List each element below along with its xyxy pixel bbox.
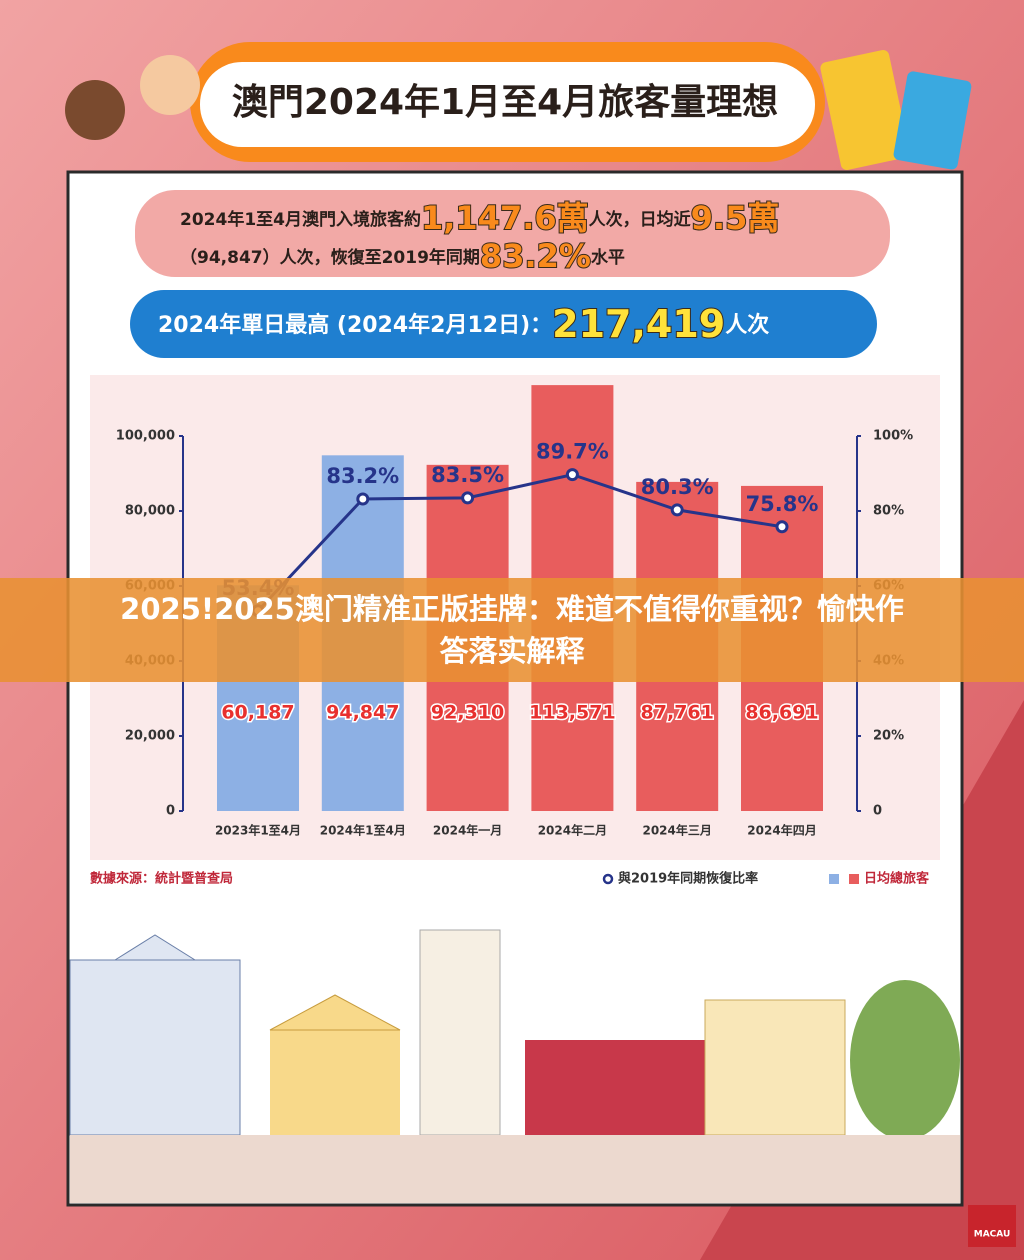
record-line: 2024年單日最高 (2024年2月12日)：217,419人次 — [158, 302, 769, 346]
summary-box — [135, 190, 890, 277]
x-tick-label: 2024年四月 — [747, 823, 816, 838]
bar-value-label: 113,571 — [529, 702, 616, 724]
legend-marker — [849, 874, 859, 884]
summary-line: 2024年1至4月澳門入境旅客約1,147.6萬人次，日均近9.5萬 — [180, 199, 779, 237]
summary-line: （94,847）人次，恢復至2019年同期83.2%水平 — [180, 237, 625, 275]
summary-text: 2024年1至4月澳門入境旅客約 — [180, 209, 421, 230]
y-tick-label: 80,000 — [125, 504, 175, 519]
line-value-label: 89.7% — [536, 440, 609, 464]
legend-marker — [829, 874, 839, 884]
illustration — [69, 929, 960, 1203]
banner-text: 答落实解释 — [439, 634, 585, 668]
source: 數據來源：統計暨普查局 — [90, 871, 233, 887]
summary-text: （94,847）人次，恢復至2019年同期 — [180, 247, 480, 268]
banner-text: 2025!2025澳门精准正版挂牌：难道不值得你重视？愉快作 — [120, 592, 904, 626]
line-point — [565, 468, 579, 482]
y2-tick-label: 0 — [873, 804, 882, 819]
record-box — [130, 290, 877, 358]
x-tick-label: 2023年1至4月 — [215, 823, 301, 838]
line-point — [775, 520, 789, 534]
x-tick-label: 2024年三月 — [642, 823, 711, 838]
line-point — [461, 491, 475, 505]
summary-total: 1,147.6萬 — [421, 199, 589, 237]
line-value-label: 83.5% — [431, 463, 504, 487]
bar-value-label: 94,847 — [326, 702, 399, 724]
bar-value-label: 92,310 — [431, 702, 504, 724]
y2-tick-label: 100% — [873, 429, 913, 444]
line — [256, 473, 783, 612]
x-tick-label: 2024年一月 — [433, 823, 502, 838]
summary-text: 水平 — [591, 247, 625, 268]
bar-value-label: 87,761 — [641, 702, 714, 724]
legend-label: 日均總旅客 — [864, 871, 930, 887]
illustration — [140, 55, 200, 115]
summary-text: 人次，日均近 — [589, 209, 691, 230]
legend-marker — [602, 873, 614, 885]
x-tick-label: 2024年二月 — [538, 823, 607, 838]
y-tick-label: 20,000 — [125, 729, 175, 744]
illustration — [820, 50, 910, 170]
y2-tick-label: 80% — [873, 504, 904, 519]
summary-daily: 9.5萬 — [691, 199, 780, 237]
line-point — [356, 492, 370, 506]
illustration — [893, 71, 972, 170]
summary-ratio: 83.2% — [480, 237, 591, 275]
line-value-label: 75.8% — [746, 492, 819, 516]
record-unit: 人次 — [725, 312, 769, 338]
illustration — [65, 80, 125, 140]
logo-box — [968, 1205, 1016, 1247]
bar-value-label: 86,691 — [745, 702, 818, 724]
banner — [0, 578, 1024, 682]
line-value-label: 80.3% — [641, 475, 714, 499]
bar-value-label: 60,187 — [221, 702, 294, 724]
line-value-label: 83.2% — [326, 464, 399, 488]
logo: MACAU — [974, 1230, 1011, 1240]
record-text: 2024年單日最高 (2024年2月12日)： — [158, 312, 552, 338]
record-value: 217,419 — [552, 302, 725, 346]
y-tick-label: 0 — [166, 804, 175, 819]
legend-label: 與2019年同期恢復比率 — [618, 871, 758, 887]
y-tick-label: 100,000 — [116, 429, 175, 444]
y2-tick-label: 20% — [873, 729, 904, 744]
x-tick-label: 2024年1至4月 — [320, 823, 406, 838]
title-inner — [200, 62, 815, 147]
title: 澳門2024年1月至4月旅客量理想 — [232, 82, 778, 123]
line-point — [670, 503, 684, 517]
